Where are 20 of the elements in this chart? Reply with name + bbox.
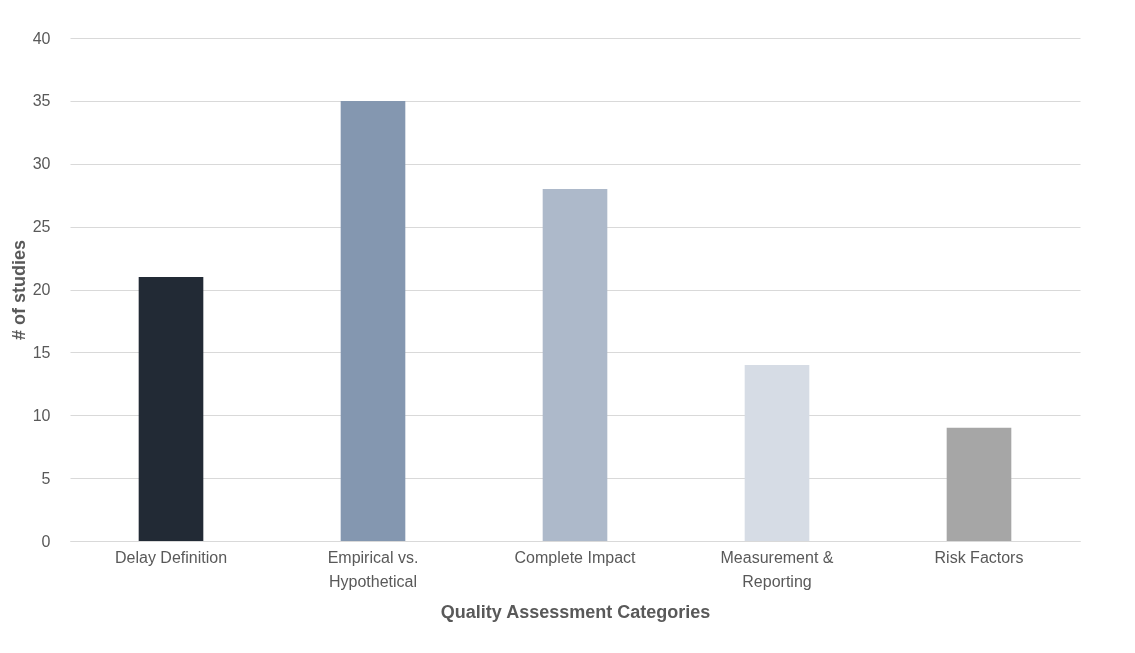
y-tick-label: 30 (32, 155, 51, 173)
y-tick-label: 15 (32, 343, 51, 361)
y-tick-label: 5 (41, 469, 51, 487)
x-tick-label: Empirical vs. Hypothetical (327, 548, 419, 590)
y-tick-label: 0 (41, 532, 51, 550)
bar (138, 276, 204, 541)
x-axis-title: Quality Assessment Categories (440, 601, 711, 622)
y-tick-label: 20 (32, 281, 51, 298)
x-tick-label: Risk Factors (934, 548, 1024, 566)
bar (340, 100, 406, 541)
x-tick-label: Complete Impact (514, 548, 637, 566)
bar (946, 427, 1012, 541)
y-tick-label: 40 (32, 29, 51, 47)
y-tick-label: 35 (32, 92, 51, 110)
y-tick-label: 10 (32, 406, 51, 424)
bar (542, 188, 608, 541)
x-tick-label: Measurement & Reporting (720, 548, 834, 590)
x-tick-label: Delay Definition (114, 548, 228, 566)
y-tick-label: 25 (32, 218, 51, 236)
y-axis-title: # of studies (8, 239, 29, 341)
